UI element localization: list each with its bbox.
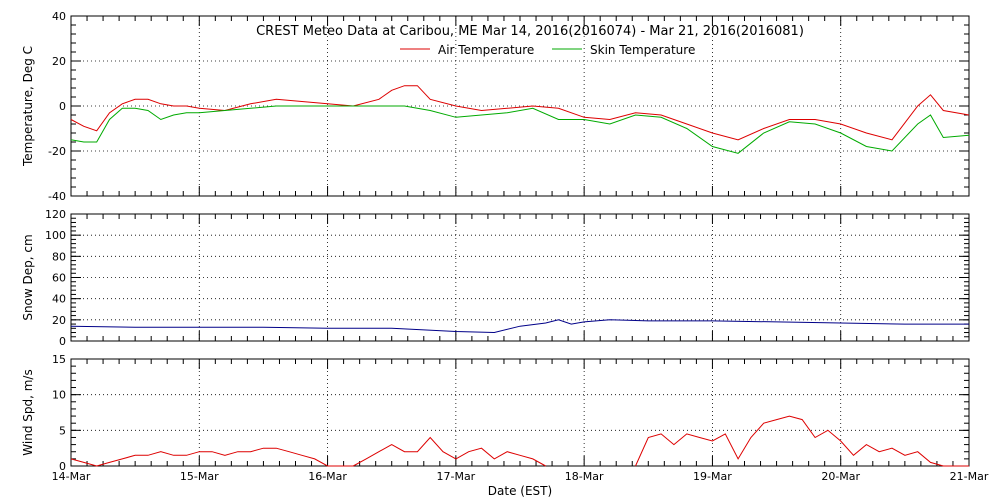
- y-tick-label: 40: [52, 293, 66, 306]
- x-tick-label: 15-Mar: [180, 470, 219, 483]
- series-line-skin-temperature: [70, 105, 970, 154]
- series-line-panel2-series1: [70, 319, 969, 334]
- y-tick-label: -20: [48, 145, 66, 158]
- legend-label: Skin Temperature: [590, 43, 695, 57]
- y-tick-label: 20: [52, 55, 66, 68]
- y-tick-label: 80: [52, 250, 66, 263]
- x-tick-label: 14-Mar: [52, 470, 91, 483]
- y-tick-label: 10: [52, 389, 66, 402]
- y-tick-label: 15: [52, 353, 66, 366]
- y-tick-label: 120: [45, 208, 66, 221]
- chart-panel-2: 0 20 40 60 80 100 120 Snow Dep, cm: [21, 208, 970, 348]
- y-tick-label: 0: [59, 460, 66, 473]
- y-tick-label: 60: [52, 272, 66, 285]
- x-axis-label: Date (EST): [488, 484, 552, 498]
- series-line-panel3-series1: [70, 447, 354, 467]
- y-tick-label: 5: [59, 424, 66, 437]
- y-tick-label: 0: [59, 335, 66, 348]
- legend-label: Air Temperature: [438, 43, 534, 57]
- x-tick-label: 18-Mar: [565, 470, 604, 483]
- y-tick-label: 100: [45, 229, 66, 242]
- plot-frame: [70, 15, 970, 197]
- y-axis-label: Wind Spd, m/s: [21, 369, 35, 455]
- series-line-panel3-series1: [352, 436, 546, 467]
- plot-frame: [70, 213, 970, 342]
- x-tick-label: 16-Mar: [308, 470, 347, 483]
- x-tick-label: 19-Mar: [693, 470, 732, 483]
- chart-panel-3: 0 5 10 15 Wind Spd, m/s 14-Mar 15-Mar 16-Mar 17-…: [21, 353, 989, 498]
- series-line-air-temperature: [70, 85, 970, 141]
- x-tick-label: 17-Mar: [436, 470, 475, 483]
- y-tick-label: 0: [59, 100, 66, 113]
- y-tick-label: 20: [52, 314, 66, 327]
- x-tick-label: 21-Mar: [950, 470, 989, 483]
- y-axis-label: Temperature, Deg C: [21, 46, 35, 167]
- y-axis-label: Snow Dep, cm: [21, 234, 35, 320]
- series-line-panel3-series1: [635, 415, 969, 467]
- chart-panel-1: -40 -20 0 20 40 Temperature, Deg C CREST Meteo…: [21, 10, 970, 203]
- chart-title: CREST Meteo Data at Caribou, ME Mar 14, …: [256, 24, 804, 39]
- plot-frame: [70, 358, 970, 467]
- x-tick-label: 20-Mar: [821, 470, 860, 483]
- y-tick-label: 40: [52, 10, 66, 23]
- y-tick-label: -40: [48, 190, 66, 203]
